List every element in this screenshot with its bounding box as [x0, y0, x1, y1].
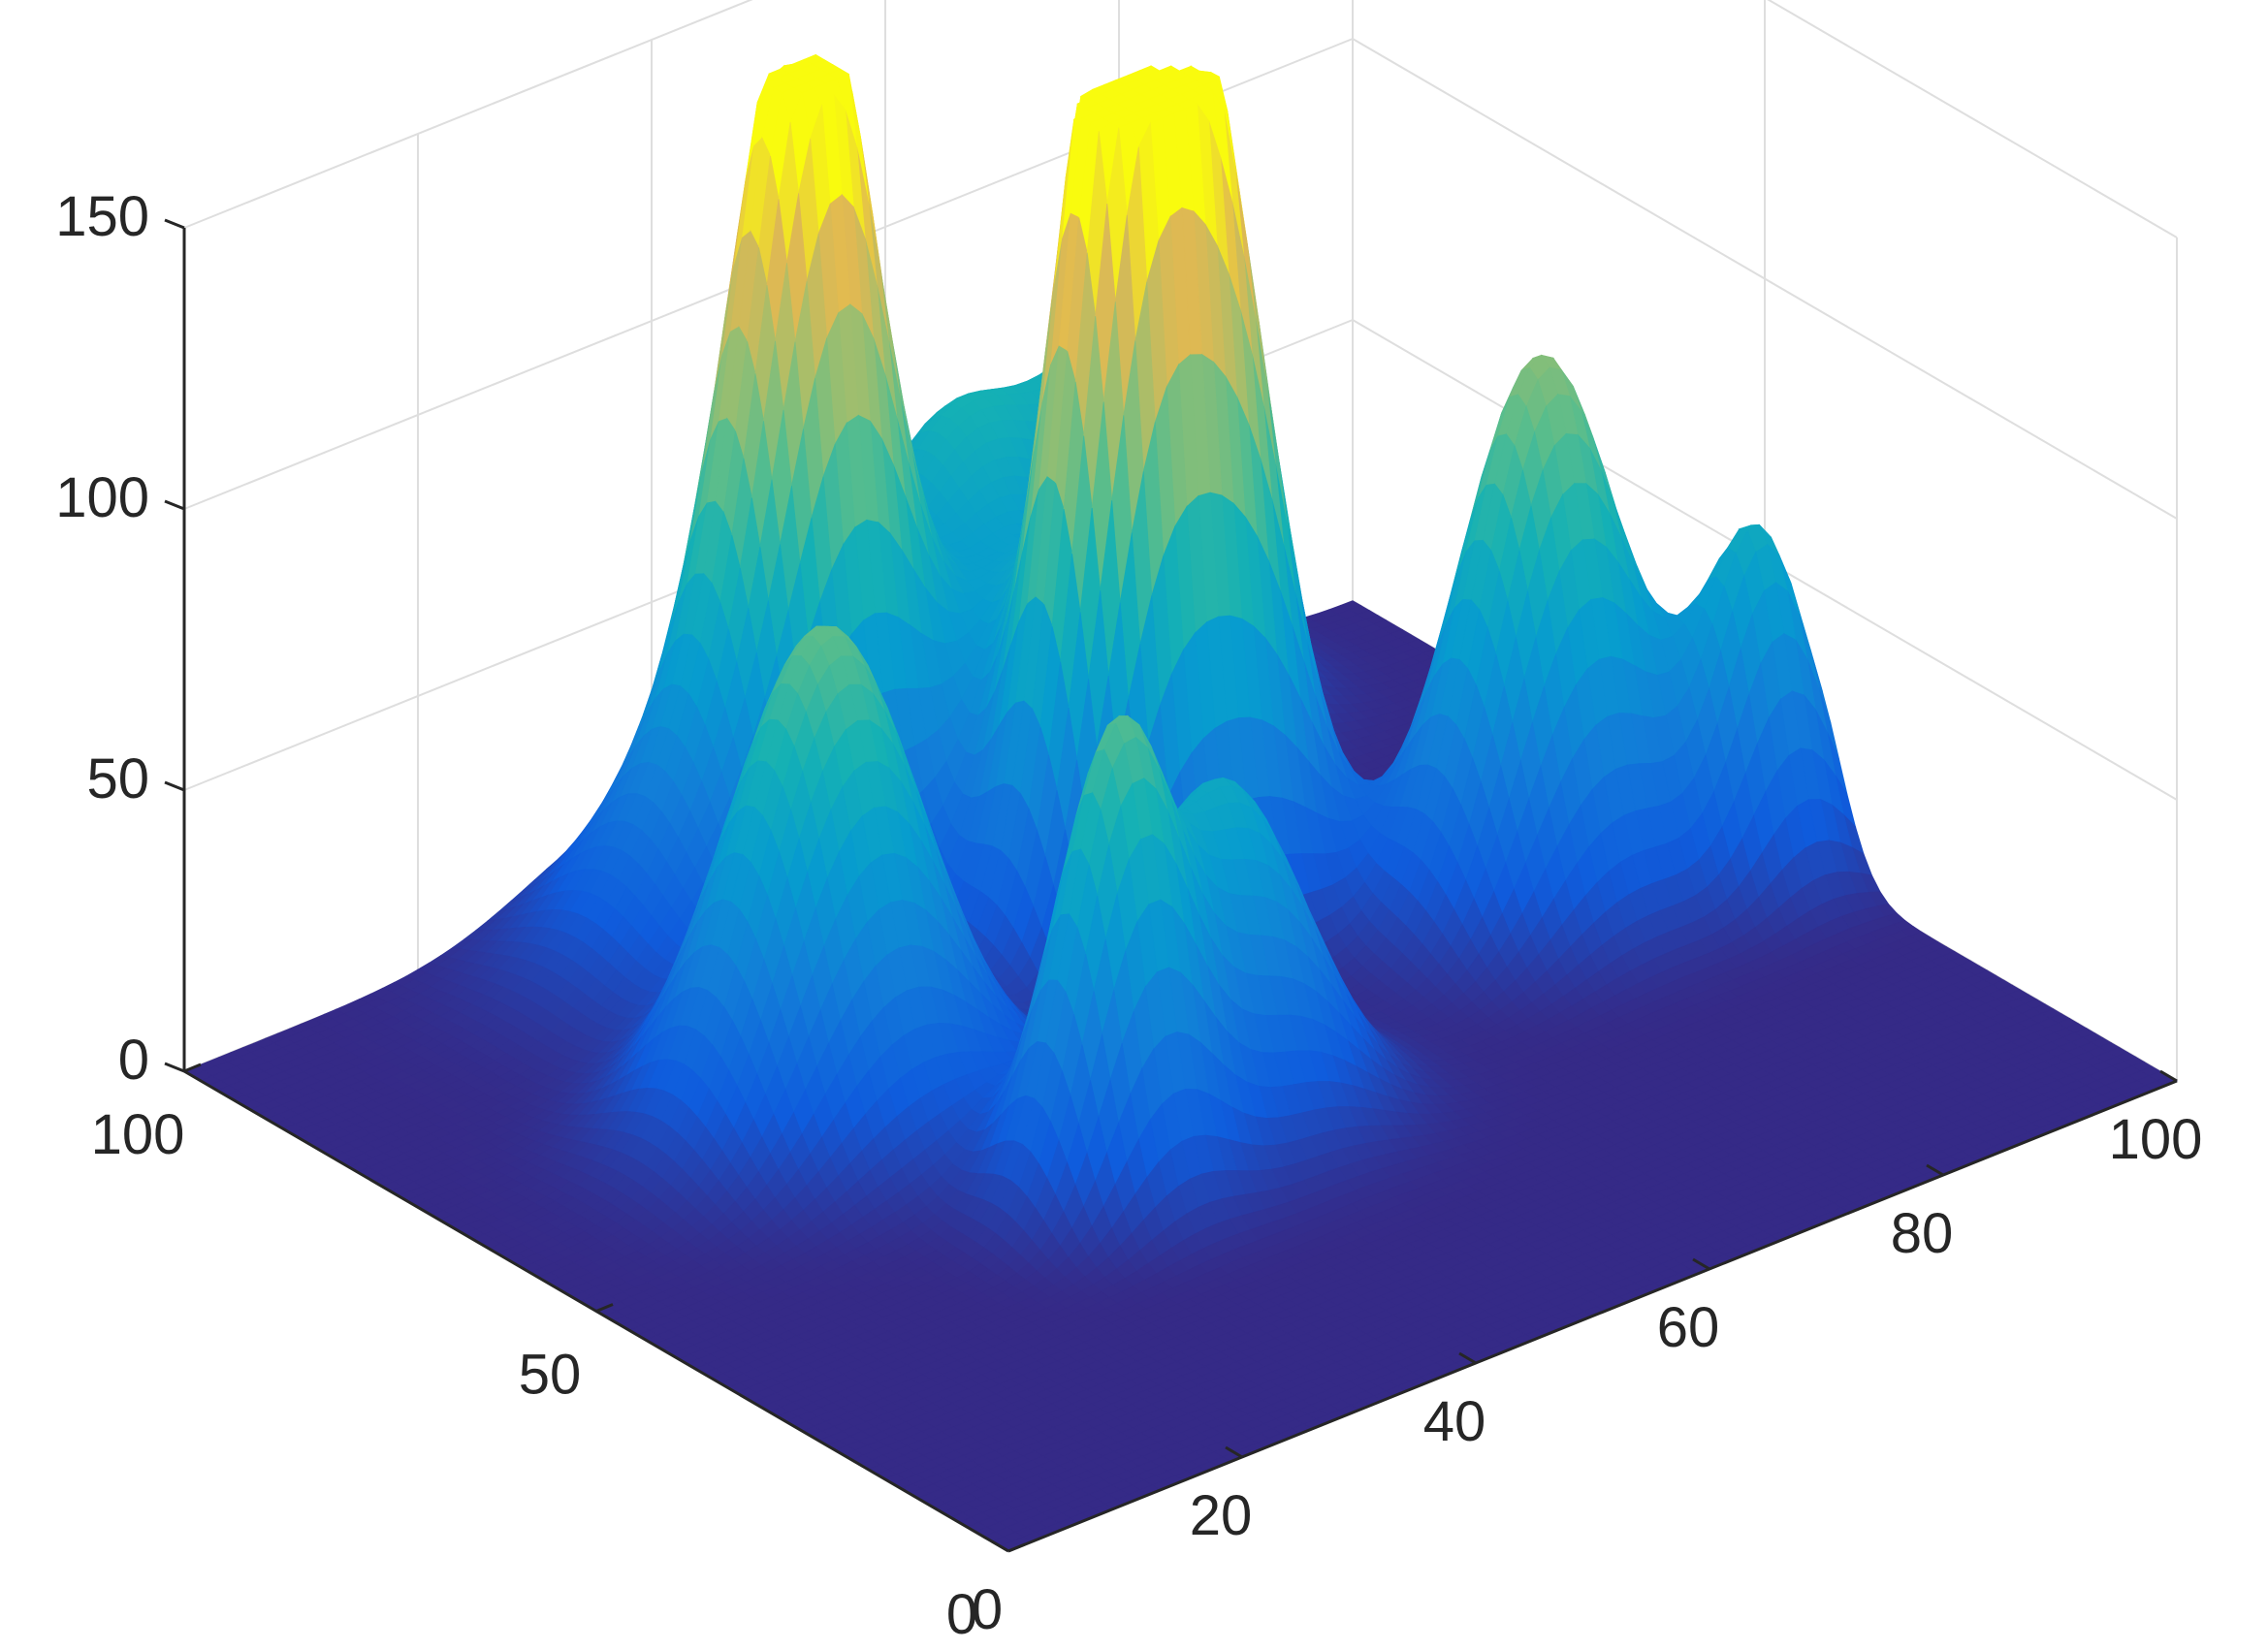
- surface: [183, 53, 2178, 1552]
- grid-line-z-side: [1767, 0, 2178, 238]
- grid-line-z-side: [1352, 38, 2178, 520]
- grid-line-z-back: [183, 0, 753, 229]
